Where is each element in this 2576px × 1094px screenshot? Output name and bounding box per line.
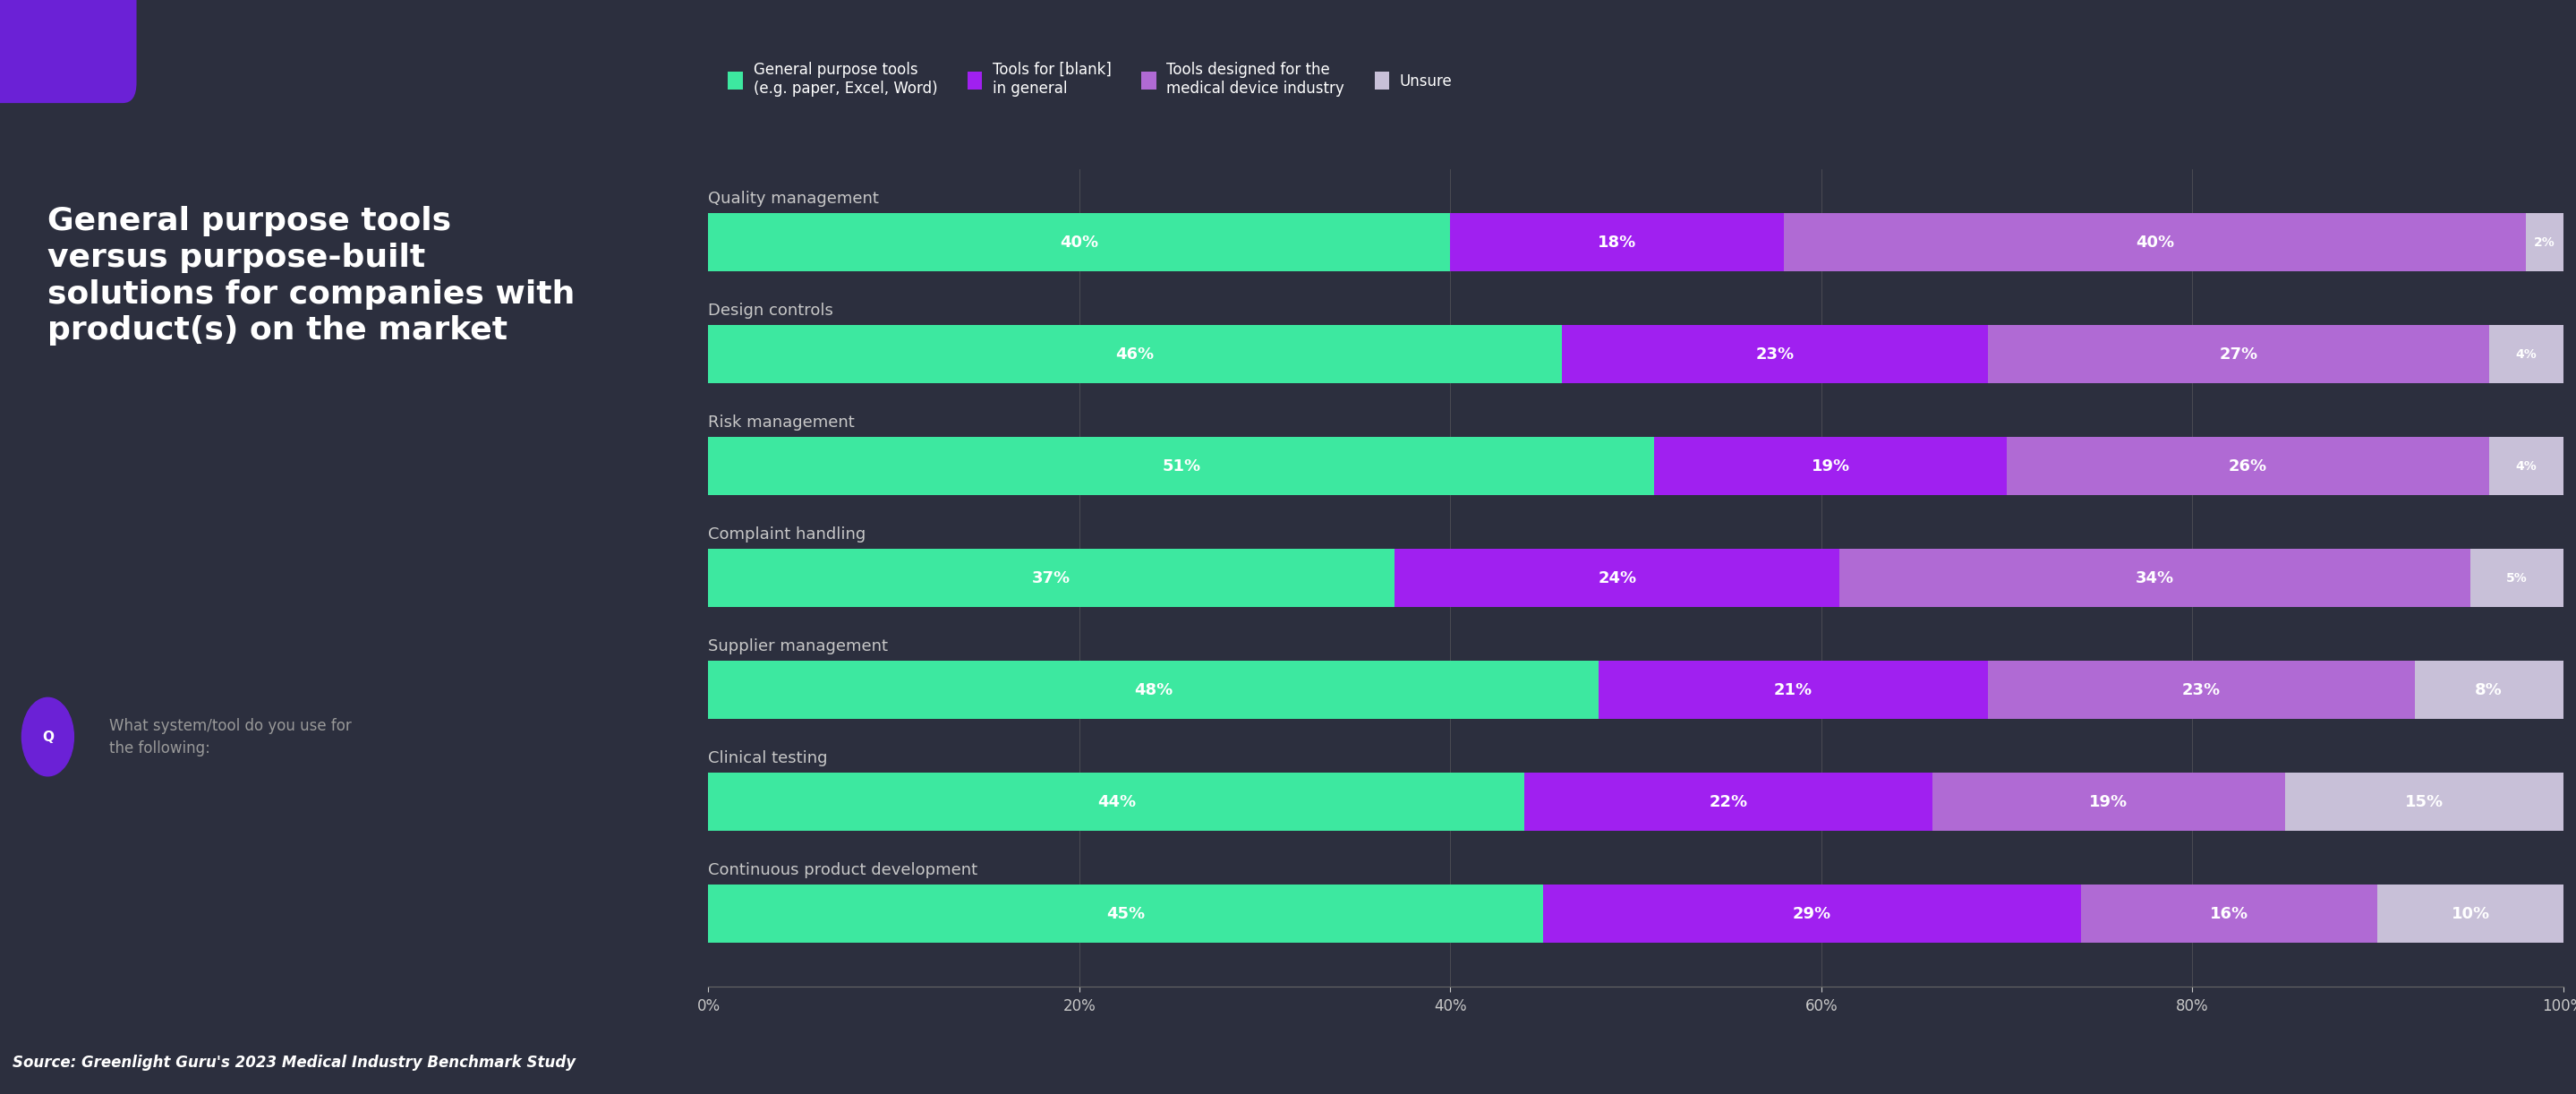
Text: 46%: 46% [1115, 346, 1154, 362]
Text: 22%: 22% [1710, 794, 1747, 811]
Text: Clinical testing: Clinical testing [708, 750, 827, 766]
Text: 15%: 15% [2406, 794, 2442, 811]
Text: 48%: 48% [1133, 682, 1172, 698]
Bar [708, 549, 1394, 607]
Bar [2081, 885, 2378, 943]
Text: 45%: 45% [1108, 906, 1144, 922]
Bar [708, 325, 1561, 383]
Bar [1654, 438, 2007, 496]
Bar [1600, 661, 1989, 719]
Bar [708, 773, 1525, 831]
Text: 40%: 40% [2136, 234, 2174, 251]
Bar [2007, 438, 2488, 496]
Text: 8%: 8% [2476, 682, 2504, 698]
Text: Continuous product development: Continuous product development [708, 862, 979, 878]
Circle shape [21, 698, 75, 776]
Bar [1839, 549, 2470, 607]
Text: 34%: 34% [2136, 570, 2174, 586]
Bar [2378, 885, 2563, 943]
Text: 37%: 37% [1033, 570, 1072, 586]
Text: 10%: 10% [2452, 906, 2488, 922]
Text: 21%: 21% [1775, 682, 1814, 698]
Text: 19%: 19% [1811, 458, 1850, 475]
Text: 29%: 29% [1793, 906, 1832, 922]
Text: 2%: 2% [2535, 236, 2555, 248]
Bar [2527, 213, 2563, 271]
Text: 24%: 24% [1597, 570, 1636, 586]
Text: Quality management: Quality management [708, 190, 878, 207]
Text: 4%: 4% [2514, 459, 2537, 473]
Bar [1989, 325, 2488, 383]
Text: Complaint handling: Complaint handling [708, 526, 866, 543]
Text: 40%: 40% [1061, 234, 1097, 251]
Text: 16%: 16% [2210, 906, 2249, 922]
Text: 27%: 27% [2221, 346, 2257, 362]
Bar [2414, 661, 2563, 719]
Text: 4%: 4% [2514, 348, 2537, 361]
Text: 23%: 23% [2182, 682, 2221, 698]
Bar [2488, 438, 2563, 496]
Text: 51%: 51% [1162, 458, 1200, 475]
Text: Risk management: Risk management [708, 415, 855, 430]
Text: 26%: 26% [2228, 458, 2267, 475]
Text: Q: Q [41, 730, 54, 744]
Text: Source: Greenlight Guru's 2023 Medical Industry Benchmark Study: Source: Greenlight Guru's 2023 Medical I… [13, 1055, 577, 1070]
Bar [708, 213, 1450, 271]
Bar [708, 885, 1543, 943]
Bar [2470, 549, 2563, 607]
Bar [1543, 885, 2081, 943]
Bar [1450, 213, 1785, 271]
Bar [1561, 325, 1989, 383]
Bar [1989, 661, 2414, 719]
FancyBboxPatch shape [0, 0, 137, 103]
Bar [1394, 549, 1839, 607]
Text: What system/tool do you use for
the following:: What system/tool do you use for the foll… [108, 718, 350, 756]
Text: General purpose tools
versus purpose-built
solutions for companies with
product(: General purpose tools versus purpose-bui… [49, 206, 574, 346]
Text: 18%: 18% [1597, 234, 1636, 251]
Text: 5%: 5% [2506, 572, 2527, 584]
Bar [708, 661, 1600, 719]
Bar [708, 438, 1654, 496]
Legend: General purpose tools
(e.g. paper, Excel, Word), Tools for [blank]
in general, T: General purpose tools (e.g. paper, Excel… [729, 62, 1453, 96]
Bar [1525, 773, 1932, 831]
Text: Design controls: Design controls [708, 302, 835, 318]
Text: 23%: 23% [1757, 346, 1793, 362]
Text: Supplier management: Supplier management [708, 638, 889, 654]
Text: 19%: 19% [2089, 794, 2128, 811]
Bar [2285, 773, 2563, 831]
Bar [1932, 773, 2285, 831]
Text: 44%: 44% [1097, 794, 1136, 811]
Bar [2488, 325, 2563, 383]
Bar [1785, 213, 2527, 271]
